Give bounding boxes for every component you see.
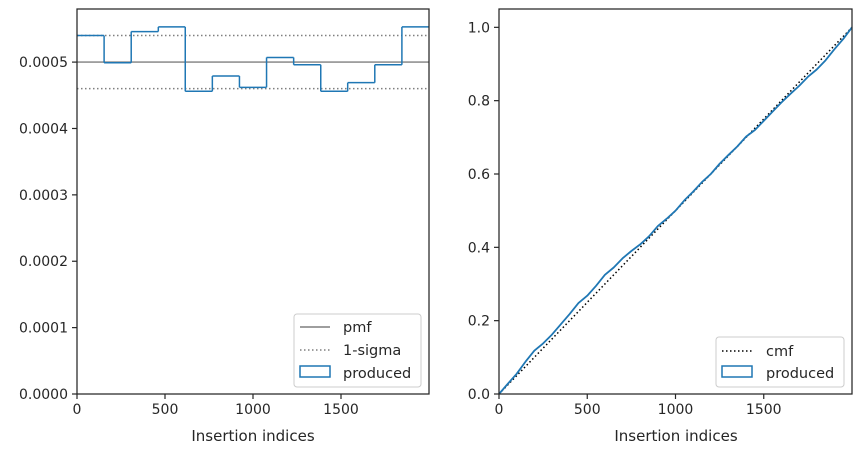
left-legend-box <box>293 313 422 388</box>
legend-produced-swatch-right <box>721 365 753 378</box>
right-y-tick-label: 0.6 <box>468 167 490 183</box>
right-x-axis-label: Insertion indices <box>614 427 737 445</box>
right-marks <box>498 26 853 395</box>
left-x-tick-label: 0 <box>73 402 82 418</box>
legend-produced-label: produced <box>343 366 411 382</box>
right-y-tick-label: 1.0 <box>468 20 490 36</box>
right-legend: cmf produced <box>715 336 845 388</box>
left-x-tick-label: 1000 <box>235 402 271 418</box>
left-chart: 0 500 1000 1500 0.0000 0.0001 0.0002 0.0003 0.00… <box>19 8 430 445</box>
right-legend-box <box>715 336 845 388</box>
right-x-tick-label: 1500 <box>746 402 782 418</box>
left-x-tick-label: 1500 <box>323 402 359 418</box>
legend-sigma-label: 1-sigma <box>343 343 401 359</box>
right-y-tick-label: 0.2 <box>468 314 490 330</box>
right-y-tick-label: 0.8 <box>468 94 490 110</box>
right-y-tick-label: 0.4 <box>468 240 490 256</box>
legend-produced-label-right: produced <box>766 366 834 382</box>
left-y-tick-label: 0.0001 <box>19 321 68 337</box>
left-y-tick-label: 0.0002 <box>19 254 68 270</box>
left-y-tick-label: 0.0005 <box>19 55 68 71</box>
left-x-tick-label: 500 <box>152 402 179 418</box>
right-x-tick-label: 500 <box>574 402 601 418</box>
left-x-axis-label: Insertion indices <box>191 427 314 445</box>
left-ticks: 0 500 1000 1500 0.0000 0.0001 0.0002 0.0003 0.00… <box>19 55 359 418</box>
right-x-tick-label: 0 <box>495 402 504 418</box>
legend-cmf-label: cmf <box>766 344 794 360</box>
legend-produced-swatch <box>299 365 331 378</box>
left-y-tick-label: 0.0000 <box>19 387 68 403</box>
right-chart: 0 500 1000 1500 0.0 0.2 0.4 0.6 0.8 1.0 Insertion… <box>468 8 853 445</box>
produced-cumulative-line <box>498 26 853 395</box>
cmf-line <box>498 26 853 395</box>
right-x-tick-label: 1000 <box>658 402 694 418</box>
left-y-tick-label: 0.0004 <box>19 121 68 137</box>
left-y-tick-label: 0.0003 <box>19 188 68 204</box>
left-legend: pmf 1-sigma produced <box>293 313 422 388</box>
right-y-tick-label: 0.0 <box>468 387 490 403</box>
legend-pmf-label: pmf <box>343 320 372 336</box>
right-ticks: 0 500 1000 1500 0.0 0.2 0.4 0.6 0.8 1.0 <box>468 20 782 418</box>
left-marks <box>77 26 429 93</box>
